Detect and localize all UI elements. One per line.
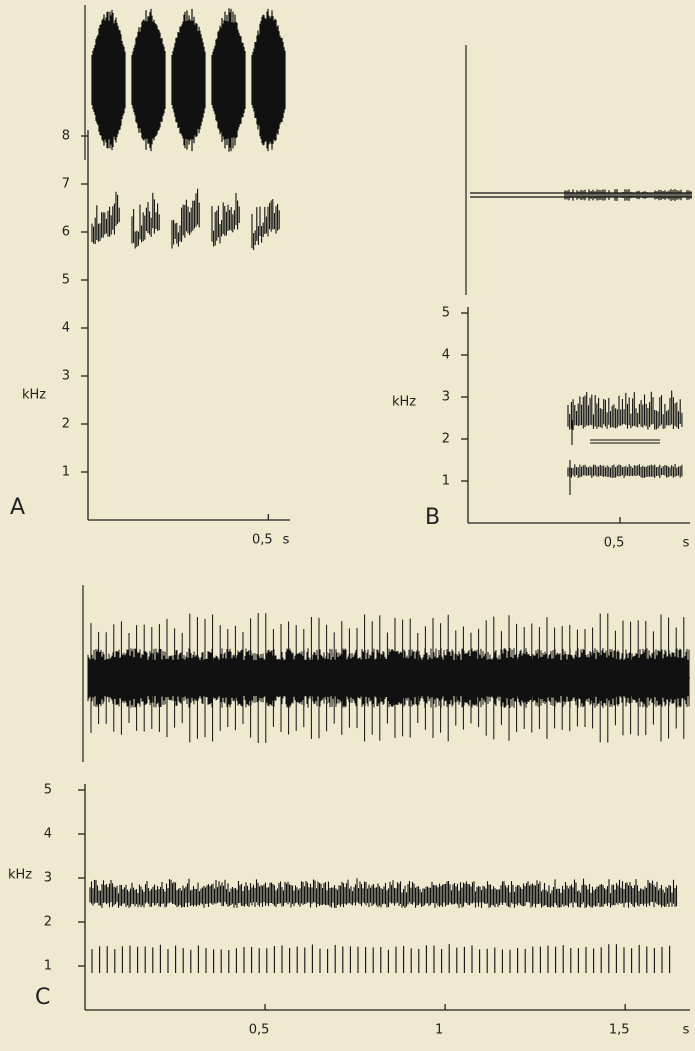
y-tick-label: 3 <box>62 369 70 384</box>
panel-letter: B <box>425 505 440 530</box>
panel-letter: A <box>10 495 25 520</box>
sonogram <box>91 188 280 251</box>
y-tick-label: 2 <box>62 417 70 432</box>
sonogram <box>567 390 683 495</box>
oscillogram <box>91 8 286 152</box>
panel: 1 2 3 4 5 0,5 s kHz B <box>392 45 692 551</box>
y-tick-label: 1 <box>62 465 70 480</box>
y-axis-label: kHz <box>392 395 416 410</box>
panel: 1 2 3 4 5 0,5 1 1,5 s kHz C <box>8 585 690 1038</box>
y-tick-label: 6 <box>62 225 70 240</box>
y-axis-label: kHz <box>8 868 32 883</box>
x-tick-label: 0,5 <box>604 536 625 551</box>
oscillogram <box>470 189 692 201</box>
panel-letter: C <box>35 985 50 1010</box>
panel: 1 2 3 4 5 6 7 8 0,5 s kHz A <box>10 5 290 548</box>
y-tick-label: 3 <box>44 871 52 886</box>
y-tick-label: 4 <box>62 321 70 336</box>
x-tick-label: 1 <box>435 1023 443 1038</box>
y-axis-label: kHz <box>22 388 46 403</box>
x-tick-label: 1,5 <box>609 1023 630 1038</box>
x-tick-label: 0,5 <box>249 1023 270 1038</box>
sonogram <box>89 878 678 973</box>
y-tick-label: 2 <box>442 432 450 447</box>
y-tick-label: 5 <box>442 306 450 321</box>
y-tick-label: 5 <box>62 273 70 288</box>
x-axis-unit: s <box>683 536 690 551</box>
y-tick-label: 7 <box>62 177 70 192</box>
y-tick-label: 1 <box>44 959 52 974</box>
y-tick-label: 1 <box>442 474 450 489</box>
y-tick-label: 3 <box>442 390 450 405</box>
x-tick-label: 0,5 <box>252 533 273 548</box>
y-tick-label: 4 <box>442 348 450 363</box>
y-tick-label: 2 <box>44 915 52 930</box>
x-axis-unit: s <box>683 1023 690 1038</box>
y-tick-label: 8 <box>62 129 70 144</box>
y-tick-label: 5 <box>44 783 52 798</box>
y-tick-label: 4 <box>44 827 52 842</box>
oscillogram <box>87 613 690 743</box>
x-axis-unit: s <box>283 533 290 548</box>
